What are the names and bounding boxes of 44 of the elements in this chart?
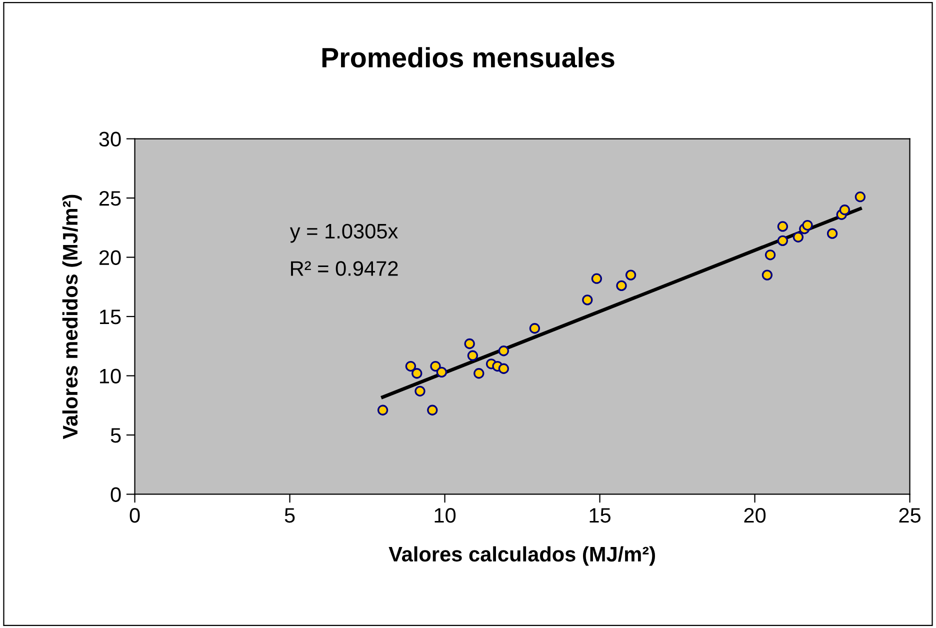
y-tick-label: 5 [110,428,121,443]
point [792,232,804,242]
point [762,270,773,280]
y-tick-label: 0 [110,487,121,502]
point [529,323,540,334]
point [582,294,593,306]
annotation: y = 1.0305x [290,224,398,243]
point [436,366,448,378]
point [802,220,813,231]
point [616,280,627,292]
x-tick-label: 5 [284,508,295,523]
x-axis-title: Valores calculados (MJ/m²) [388,546,655,566]
point [474,368,484,379]
y-tick-label: 30 [99,132,121,147]
point [777,221,788,232]
y-tick-label: 15 [100,310,121,324]
annotation: R² = 0.9472 [291,261,398,276]
point [377,404,388,416]
point [625,270,636,280]
x-tick-label: 20 [744,508,766,523]
point [854,192,866,202]
y-axis-title: Valores medidos (MJ/m²) [62,194,82,440]
point [826,228,838,239]
y-tick-label: 20 [99,250,121,266]
point [464,338,475,350]
point [467,350,478,361]
point [498,346,510,356]
point [414,386,426,396]
chart-title: Promedios mensuales [322,47,614,68]
point [498,363,510,374]
point [591,273,602,284]
point [405,360,416,372]
point [777,235,788,246]
point [764,250,776,260]
x-tick-label: 0 [130,508,140,523]
y-tick-label: 10 [100,368,121,384]
point [430,360,441,372]
x-tick-label: 15 [590,508,611,523]
y-tick-label: 25 [99,191,121,206]
x-tick-label: 25 [899,508,921,523]
point [839,204,850,216]
point [412,368,422,379]
point [427,404,438,416]
x-tick-label: 10 [434,508,456,523]
